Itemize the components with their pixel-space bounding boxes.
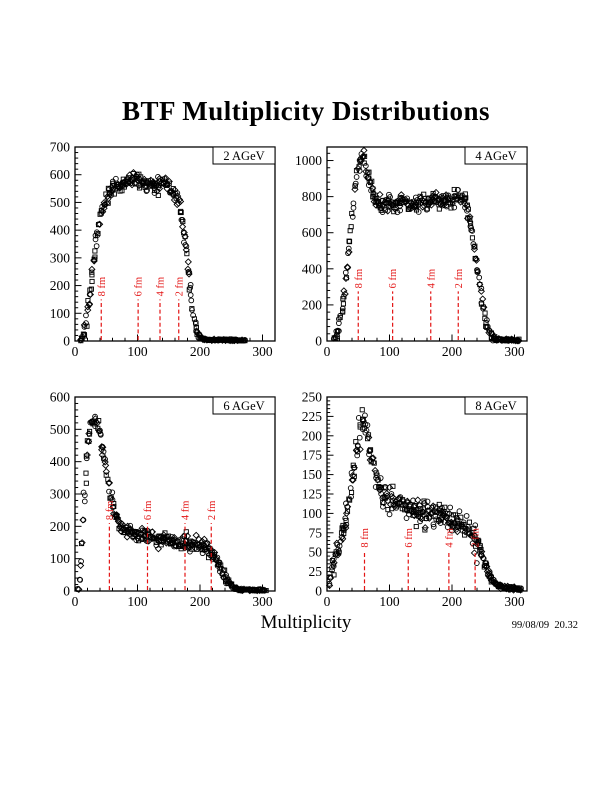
- x-tick-label: 100: [127, 344, 148, 359]
- panel-label: 4 AGeV: [475, 149, 516, 163]
- y-tick-label: 600: [50, 167, 71, 182]
- y-tick-label: 175: [302, 448, 323, 463]
- impact-parameter-label: 2 fm: [471, 528, 482, 548]
- x-tick-label: 0: [72, 594, 79, 609]
- y-axis: 0 100 200 300 400 500 600 700: [50, 140, 82, 349]
- x-tick-label: 200: [442, 344, 463, 359]
- impact-parameter-label: 2 fm: [207, 501, 218, 521]
- figure-title: BTF Multiplicity Distributions: [121, 96, 491, 126]
- panel-label-box: 4 AGeV: [464, 146, 528, 165]
- y-tick-label: 400: [50, 454, 71, 469]
- impact-parameter-label: 8 fm: [354, 269, 365, 289]
- impact-parameter-lines: 8 fm 6 fm 4 fm 2 fm: [360, 528, 482, 590]
- panel-8agev-chart: 0 100 200 30002550751001251501752002252508 …: [302, 390, 528, 609]
- y-tick-label: 0: [63, 584, 70, 599]
- plot-frame: [326, 396, 528, 592]
- impact-parameter-label: 6 fm: [388, 269, 399, 289]
- panel-label-box: 2 AGeV: [212, 146, 276, 165]
- impact-parameter-lines: 8 fm 6 fm 4 fm 2 fm: [105, 501, 218, 590]
- y-tick-label: 300: [50, 487, 71, 502]
- x-axis: 0 100 200 300: [72, 584, 276, 609]
- impact-parameter-label: 4 fm: [444, 528, 455, 548]
- x-axis: 0 100 200 300: [324, 334, 528, 359]
- y-tick-label: 400: [50, 223, 71, 238]
- impact-parameter-label: 4 fm: [181, 501, 192, 521]
- y-tick-label: 500: [50, 422, 71, 437]
- y-tick-label: 600: [302, 225, 323, 240]
- y-tick-label: 25: [309, 564, 323, 579]
- x-tick-label: 100: [379, 344, 400, 359]
- y-tick-label: 200: [302, 297, 323, 312]
- x-axis: 0 100 200 300: [324, 584, 528, 609]
- panel-label: 2 AGeV: [223, 149, 264, 163]
- impact-parameter-label: 2 fm: [454, 269, 465, 289]
- x-tick-label: 0: [324, 344, 331, 359]
- y-tick-label: 0: [315, 334, 322, 349]
- impact-parameter-label: 6 fm: [404, 528, 415, 548]
- impact-parameter-label: 8 fm: [360, 528, 371, 548]
- plot-frame: [74, 146, 276, 342]
- impact-parameter-label: 4 fm: [156, 277, 167, 297]
- multiplicity-axis-label: Multiplicity: [260, 612, 352, 633]
- panel-label: 8 AGeV: [475, 399, 516, 413]
- x-tick-label: 0: [72, 344, 79, 359]
- y-tick-label: 250: [302, 390, 323, 405]
- scatter-points: [74, 413, 269, 595]
- y-tick-label: 150: [302, 467, 323, 482]
- x-tick-label: 300: [504, 594, 525, 609]
- impact-parameter-lines: 8 fm 6 fm 4 fm 2 fm: [97, 277, 185, 340]
- y-tick-label: 200: [50, 519, 71, 534]
- x-tick-label: 100: [127, 594, 148, 609]
- scatter-points: [325, 407, 525, 594]
- y-tick-label: 1000: [295, 153, 322, 168]
- y-tick-label: 225: [302, 409, 323, 424]
- x-tick-label: 200: [190, 594, 211, 609]
- panel-4agev-chart: 0 100 200 300 0 200 400 600 800 1000 8 fm 6 fm 4 fm 2…: [295, 146, 528, 359]
- y-tick-label: 400: [302, 261, 323, 276]
- y-axis: 0 100 200 300 400 500 600: [50, 390, 82, 599]
- y-tick-label: 100: [50, 551, 71, 566]
- panel-label-box: 8 AGeV: [464, 396, 528, 415]
- y-tick-label: 600: [50, 390, 71, 405]
- y-tick-label: 700: [50, 140, 71, 155]
- y-axis: 0 25 50 75 100 125 150 175 200 225 250: [302, 390, 334, 599]
- y-axis: 0 200 400 600 800 1000: [295, 152, 334, 349]
- y-tick-label: 300: [50, 250, 71, 265]
- impact-parameter-label: 6 fm: [143, 501, 154, 521]
- plot-frame: [326, 146, 528, 342]
- scatter-points: [77, 168, 248, 345]
- x-tick-label: 0: [324, 594, 331, 609]
- y-tick-label: 500: [50, 195, 71, 210]
- impact-parameter-label: 6 fm: [134, 277, 145, 297]
- x-tick-label: 300: [252, 344, 273, 359]
- x-tick-label: 300: [504, 344, 525, 359]
- y-tick-label: 100: [50, 306, 71, 321]
- panel-2agev-chart: 0 100 200 300 0 100 200 300 400 500 600 700 8 fm 6 fm…: [50, 140, 276, 359]
- y-tick-label: 200: [50, 278, 71, 293]
- y-tick-label: 0: [63, 334, 70, 349]
- impact-parameter-label: 8 fm: [97, 277, 108, 297]
- y-tick-label: 75: [309, 525, 323, 540]
- y-tick-label: 125: [302, 487, 323, 502]
- y-tick-label: 0: [315, 584, 322, 599]
- x-tick-label: 300: [252, 594, 273, 609]
- impact-parameter-lines: 8 fm 6 fm 4 fm 2 fm: [354, 269, 465, 340]
- panel-label-box: 6 AGeV: [212, 396, 276, 415]
- x-tick-label: 100: [379, 594, 400, 609]
- impact-parameter-label: 8 fm: [105, 501, 116, 521]
- y-tick-label: 100: [302, 506, 323, 521]
- scatter-points: [330, 146, 523, 345]
- y-tick-label: 200: [302, 428, 323, 443]
- y-tick-label: 50: [309, 545, 323, 560]
- plot-timestamp: 99/08/09 20.32: [511, 620, 578, 631]
- x-tick-label: 200: [442, 594, 463, 609]
- impact-parameter-label: 2 fm: [174, 277, 185, 297]
- plot-frame: [74, 396, 276, 592]
- impact-parameter-label: 4 fm: [426, 269, 437, 289]
- y-tick-label: 800: [302, 189, 323, 204]
- x-tick-label: 200: [190, 344, 211, 359]
- panel-label: 6 AGeV: [223, 399, 264, 413]
- panel-6agev-chart: 0 100 200 300 0 100 200 300 400 500 600 8 fm 6 fm 4 f…: [50, 390, 276, 609]
